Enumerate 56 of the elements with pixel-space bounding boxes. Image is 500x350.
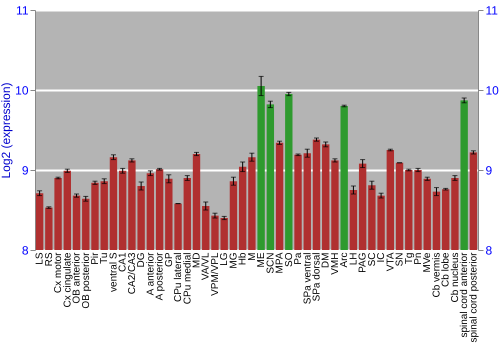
x-tick-label: VA/VL [200,252,212,280]
x-tick-label: Hb [238,252,249,266]
x-tick-label: VMH [330,252,341,275]
y-axis-title: Log2 (expression) [0,82,14,179]
y2-tick-label: 8 [486,244,492,258]
x-tick-label: PAG [358,252,369,273]
x-tick-label: MG [228,252,240,269]
x-tick-label: CA1 [118,252,129,272]
x-tick-label: OB anterior [72,252,83,304]
x-tick-label: CA2/CA3 [126,252,138,294]
y-tick-label: 9 [22,164,29,178]
x-tick-label: ventral S [108,252,120,292]
x-tick-label: SN [394,252,406,266]
x-tick-label: SPa ventral [302,252,314,304]
y-tick-label: 11 [16,4,29,18]
x-tick-label: LH [348,252,360,266]
x-tick-label: A posterior [154,252,166,300]
y2-tick-label: 10 [486,84,500,98]
x-tick-label: LS [34,252,46,265]
y-tick-label: 8 [22,244,29,258]
x-tick-label: OB posterior [80,252,92,309]
x-tick-label: Pa [293,252,304,265]
x-tick-label: DM [320,252,332,268]
x-tick-label: IC [376,252,388,262]
x-tick-label: ME [256,252,268,268]
x-tick-label: CPu lateral [173,252,184,302]
x-tick-label: CPu medial [182,252,194,304]
x-tick-label: Cb lobe [440,252,452,287]
x-tick-label: spinal cord anterior [459,252,470,338]
x-tick-label: GP [164,252,175,267]
x-tick-label: Arc [339,252,350,268]
x-tick-label: A anterior [145,252,156,296]
x-tick-label: MPA [274,252,286,274]
y2-tick-label: 11 [486,4,498,18]
y-tick-label: 10 [15,84,29,98]
x-tick-label: SPa dorsal [311,252,322,302]
x-tick-label: Pn [413,252,424,265]
x-tick-label: M [246,252,258,261]
x-tick-label: MVe [422,252,434,273]
x-tick-label: RS [44,252,55,266]
x-tick-label: Cx cingulate [62,252,74,308]
x-tick-label: Cx motor [53,252,64,294]
x-tick-label: SC [366,252,378,266]
x-tick-label: SO [284,252,295,267]
x-tick-label: Pir [90,252,101,265]
y2-tick-label: 9 [486,164,492,178]
x-tick-label: spinal cord posterior [468,252,480,343]
x-tick-label: SCN [265,252,276,274]
x-tick-label: Tg [404,252,415,264]
x-tick-label: LG [219,252,230,266]
x-tick-label: Cb vermis [431,252,442,298]
x-tick-label: Tu [99,252,110,264]
x-tick-label: VTA [385,252,396,272]
x-tick-label: VPM/VPL [210,252,221,296]
x-tick-label: DG [136,252,148,268]
x-tick-label: Cb nucleus [450,252,461,303]
